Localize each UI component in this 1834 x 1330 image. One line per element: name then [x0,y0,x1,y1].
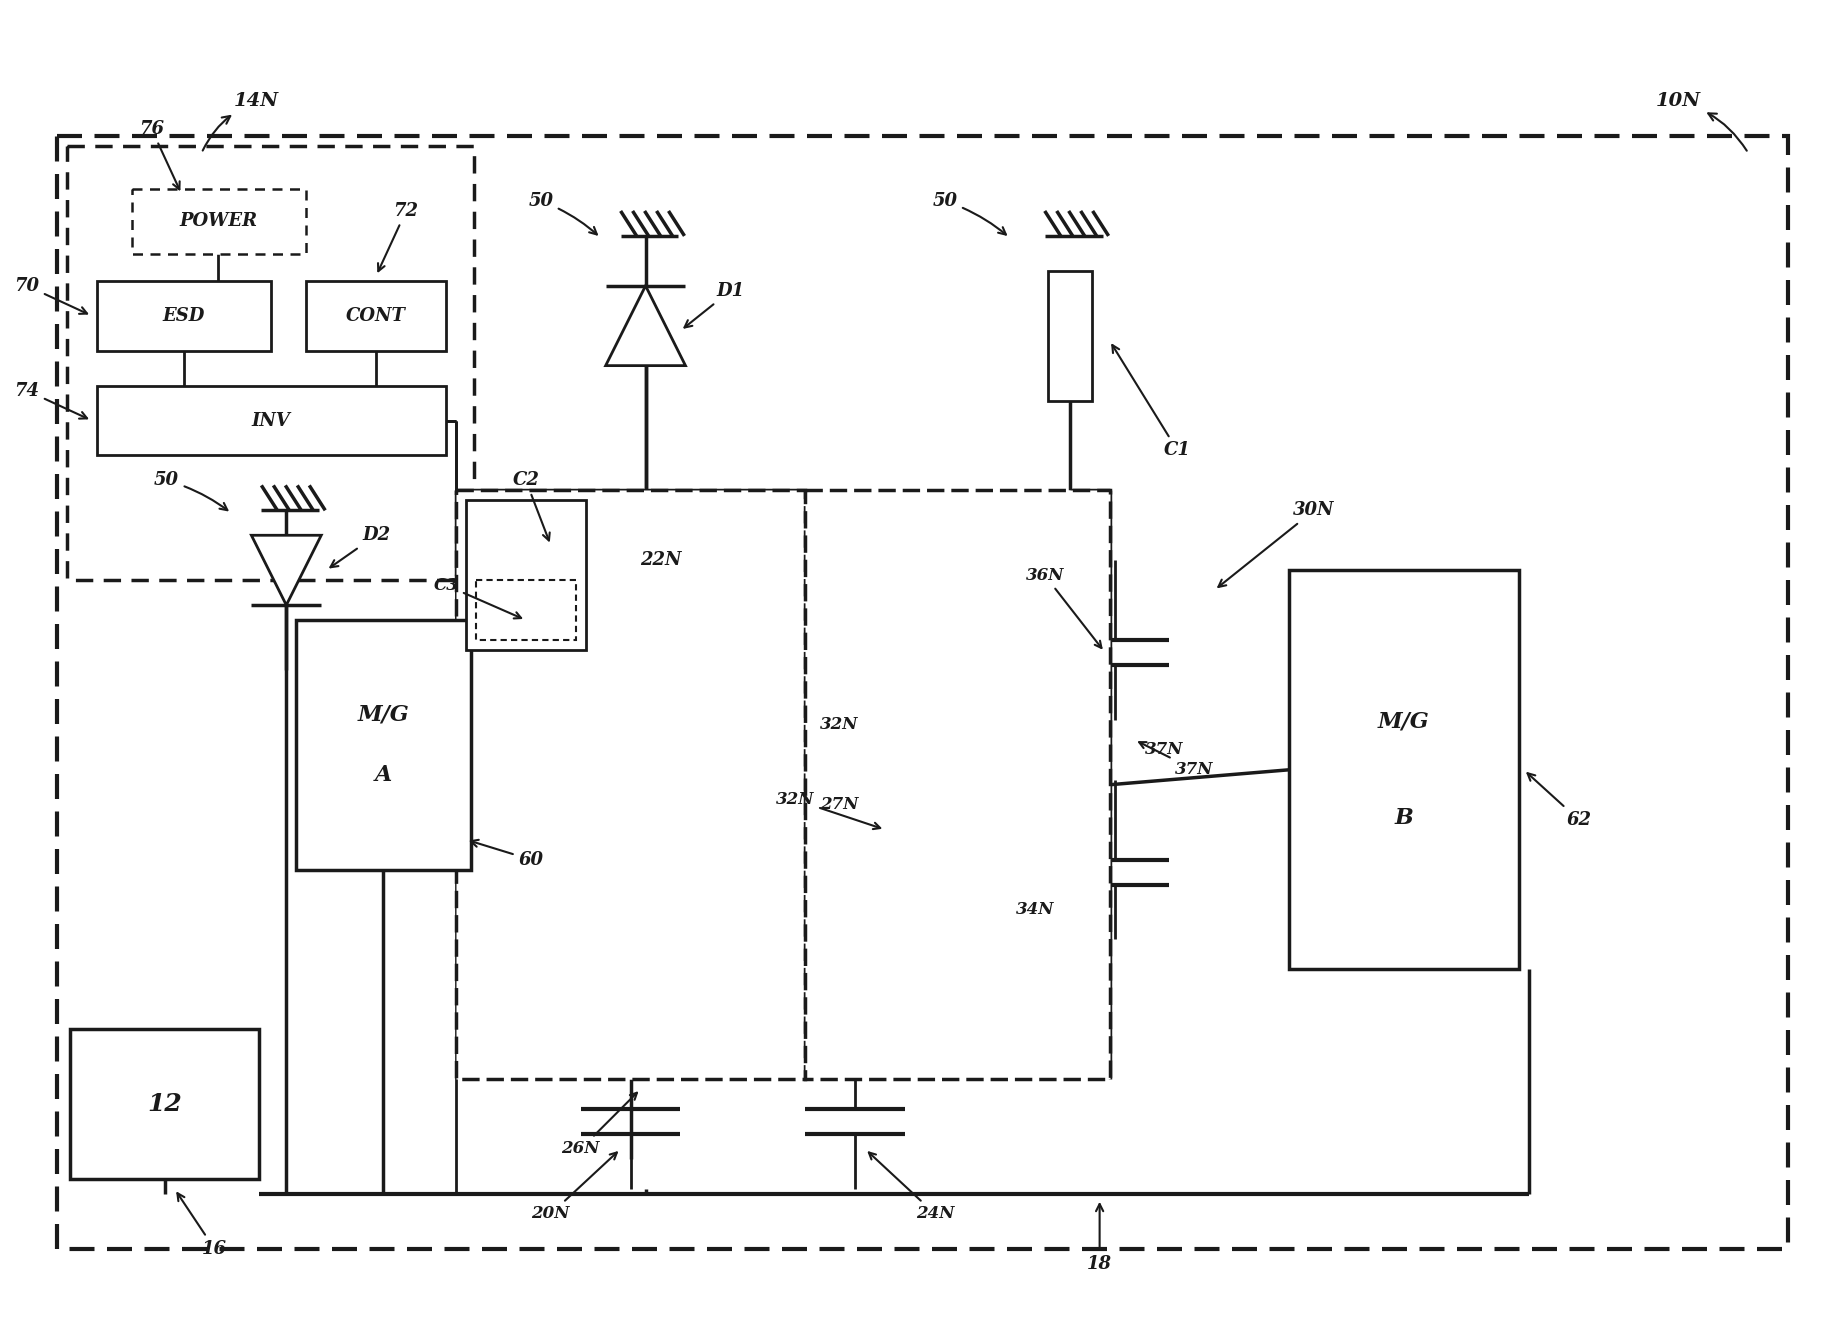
Text: ESD: ESD [163,307,205,325]
Bar [57,136,1788,1249]
Bar [1289,571,1519,970]
Bar [477,580,576,640]
Text: CONT: CONT [347,307,405,325]
Text: 20N: 20N [532,1153,616,1222]
Text: 50: 50 [932,192,1005,234]
Text: POWER: POWER [180,211,257,230]
Text: 37N: 37N [1139,742,1214,778]
Text: 62: 62 [1528,773,1592,829]
Text: D2: D2 [330,527,391,568]
Bar [297,620,471,870]
Text: 50: 50 [528,192,596,234]
Text: 24N: 24N [869,1153,954,1222]
Text: M/G: M/G [1377,710,1431,733]
Text: M/G: M/G [358,704,409,726]
Text: 32N: 32N [820,717,858,733]
Bar [70,1029,259,1178]
Text: 60: 60 [471,839,543,868]
Text: 12: 12 [147,1092,182,1116]
Text: 27N: 27N [820,797,858,813]
Text: A: A [374,763,392,786]
Text: 10N: 10N [1656,92,1746,150]
Text: INV: INV [251,411,292,430]
Text: C1: C1 [1111,344,1190,459]
Text: 72: 72 [378,202,418,271]
Bar [66,146,473,580]
Bar [97,281,271,351]
Text: 34N: 34N [1016,900,1055,918]
Bar [466,500,585,650]
Bar [132,189,306,254]
Bar [306,281,446,351]
Text: 30N: 30N [1218,501,1335,587]
Bar [1047,271,1091,400]
Text: 14N: 14N [204,92,279,150]
Text: 16: 16 [178,1193,227,1258]
Text: 26N: 26N [561,1093,636,1157]
Polygon shape [251,535,321,605]
Text: C2: C2 [512,471,550,540]
Bar [805,491,1110,1079]
Text: 70: 70 [15,277,86,314]
Text: B: B [1394,807,1414,829]
Text: 36N: 36N [1025,567,1102,648]
Text: 18: 18 [1088,1204,1111,1273]
Text: 32N: 32N [776,791,880,829]
Bar [97,386,446,455]
Bar [457,491,805,1079]
Text: 76: 76 [139,120,180,189]
Text: C3: C3 [433,577,521,618]
Text: 22N: 22N [640,551,682,569]
Polygon shape [605,286,686,366]
Text: D1: D1 [684,282,745,327]
Text: 74: 74 [15,382,86,419]
Text: 37N: 37N [1144,741,1183,758]
Text: 50: 50 [154,471,227,511]
